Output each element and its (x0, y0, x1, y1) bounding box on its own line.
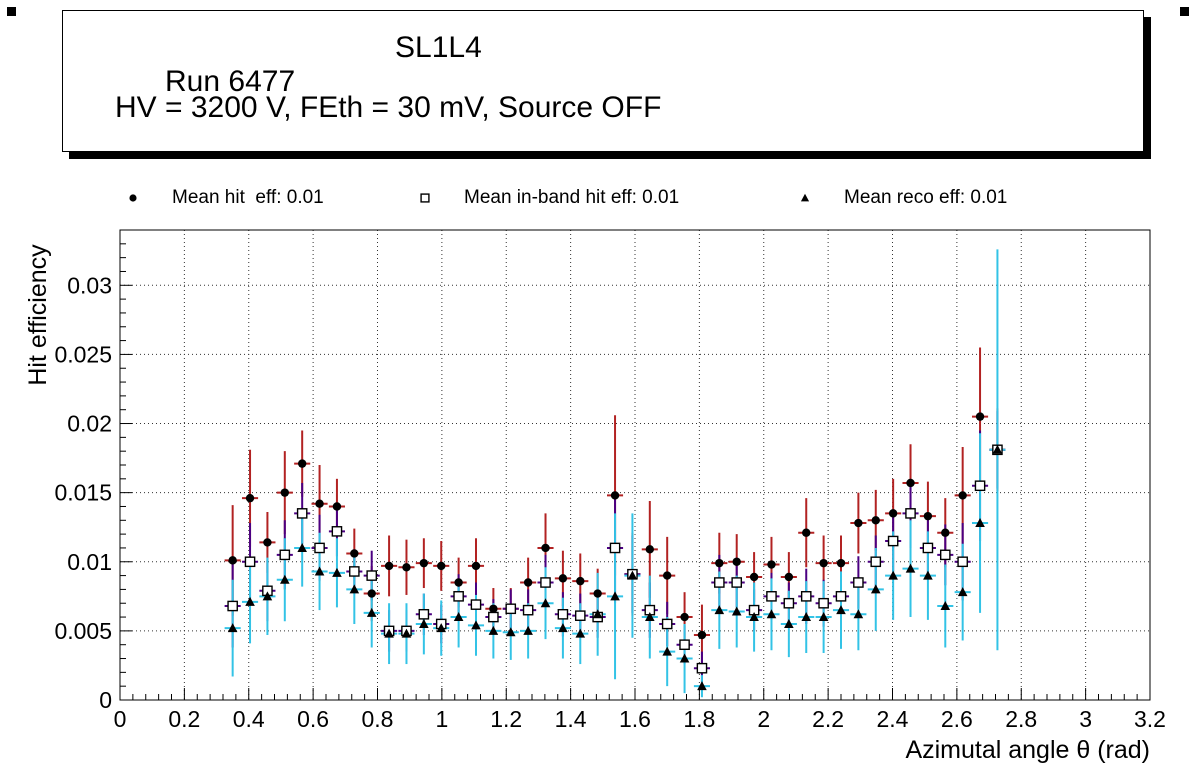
filled-triangle-icon (800, 193, 810, 202)
svg-text:1: 1 (435, 706, 448, 732)
svg-text:0.01: 0.01 (67, 549, 112, 575)
y-axis-title: Hit efficiency (24, 244, 52, 386)
canvas-corner-handle (7, 7, 16, 16)
svg-text:0.005: 0.005 (54, 618, 112, 644)
svg-text:1.6: 1.6 (619, 706, 651, 732)
svg-text:0.2: 0.2 (168, 706, 200, 732)
y-tick-labels: 0 0.005 0.01 0.015 0.02 0.025 0.03 (54, 272, 112, 713)
canvas-corner-handle (1180, 7, 1189, 16)
svg-text:0.4: 0.4 (233, 706, 265, 732)
chamber-label: SL1L4 (395, 31, 482, 64)
legend-label: Mean reco eff: 0.01 (844, 187, 1008, 208)
x-tick-labels: 0 0.2 0.4 0.6 0.8 1 1.2 1.4 1.6 1.8 2 2.2 2.4 2.6 2.8 3… (114, 706, 1166, 732)
legend-entry-inband-hit-eff: Mean in-band hit eff: 0.01 (416, 183, 679, 213)
run-label: Run 6477 (165, 65, 296, 98)
error-bars (224, 249, 1006, 698)
svg-text:1.2: 1.2 (490, 706, 522, 732)
legend-entry-reco-eff: Mean reco eff: 0.01 (796, 183, 1007, 213)
svg-text:0.02: 0.02 (67, 411, 112, 437)
svg-text:3.2: 3.2 (1134, 706, 1166, 732)
title-line-2: HV = 3200 V, FEth = 30 mV, Source OFF (115, 91, 662, 124)
title-pave: Run 6477 SL1L4 HV = 3200 V, FEth = 30 mV… (62, 10, 1144, 152)
plot-legend: Mean hit eff: 0.01 Mean in-band hit eff: … (0, 183, 1196, 213)
open-square-icon (420, 193, 430, 203)
reco-eff-markers (227, 444, 1003, 691)
svg-text:2.6: 2.6 (941, 706, 973, 732)
svg-text:0.025: 0.025 (54, 341, 112, 367)
plot-frame (119, 229, 1151, 701)
svg-text:2: 2 (757, 706, 770, 732)
filled-circle-icon (129, 194, 137, 202)
svg-text:2.2: 2.2 (812, 706, 844, 732)
svg-text:0.8: 0.8 (362, 706, 394, 732)
svg-text:0.6: 0.6 (297, 706, 329, 732)
svg-text:0.015: 0.015 (54, 480, 112, 506)
svg-text:2.8: 2.8 (1005, 706, 1037, 732)
svg-text:0: 0 (114, 706, 127, 732)
svg-text:1.4: 1.4 (555, 706, 587, 732)
svg-text:3: 3 (1079, 706, 1092, 732)
axis-ticks (119, 243, 1151, 701)
legend-label: Mean in-band hit eff: 0.01 (464, 187, 680, 208)
legend-entry-hit-eff: Mean hit eff: 0.01 (124, 183, 324, 213)
svg-text:2.4: 2.4 (877, 706, 909, 732)
svg-text:0.03: 0.03 (67, 272, 112, 298)
svg-text:1.8: 1.8 (683, 706, 715, 732)
x-axis-title: Azimutal angle θ (rad) (905, 736, 1150, 764)
gridlines (120, 230, 1150, 700)
legend-label: Mean hit eff: 0.01 (172, 187, 324, 208)
svg-text:0: 0 (99, 687, 112, 713)
title-line-1: Run 6477 SL1L4 (115, 31, 482, 167)
